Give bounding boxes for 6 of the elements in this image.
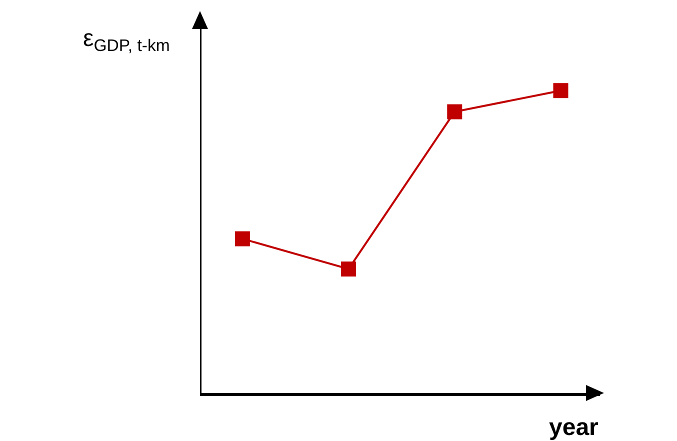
y-axis-title: ε$_{GDP, t-km}$ [83, 25, 170, 56]
point [447, 104, 462, 120]
point [234, 231, 250, 246]
x-axis-title: year [549, 414, 598, 441]
point [553, 83, 568, 98]
point [341, 262, 356, 277]
